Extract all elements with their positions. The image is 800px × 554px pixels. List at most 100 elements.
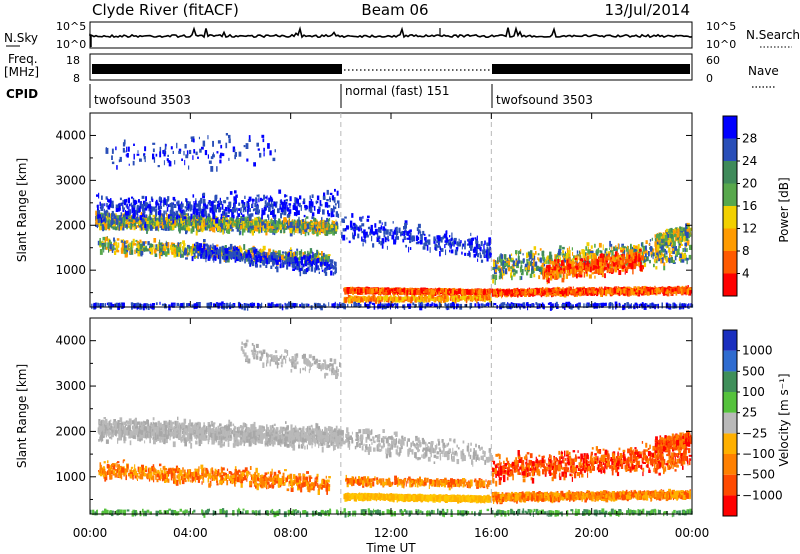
range-gate-cell: [329, 259, 332, 263]
range-gate-cell: [418, 296, 421, 300]
range-gate-cell: [114, 247, 116, 250]
range-gate-cell: [159, 151, 162, 158]
range-gate-cell: [131, 196, 134, 199]
range-gate-cell: [125, 154, 127, 157]
range-gate-cell: [319, 200, 322, 206]
range-gate-cell: [467, 296, 469, 300]
range-gate-cell: [381, 296, 383, 302]
range-gate-cell: [151, 206, 154, 212]
range-gate-cell: [213, 224, 215, 228]
range-gate-cell: [305, 218, 307, 223]
range-gate-cell: [311, 194, 314, 198]
range-gate-cell: [115, 146, 117, 151]
range-gate-cell: [242, 223, 245, 229]
range-gate-cell: [107, 198, 109, 202]
freq-tick-18: 18: [66, 54, 80, 67]
range-gate-cell: [270, 265, 273, 269]
range-gate-cell: [269, 228, 272, 233]
range-gate-cell: [128, 163, 130, 166]
range-gate-cell: [212, 227, 216, 232]
range-gate-cell: [322, 209, 325, 215]
range-gate-cell: [214, 195, 217, 202]
range-gate-cell: [307, 232, 310, 236]
range-gate-cell: [237, 213, 240, 217]
range-gate-cell: [226, 196, 229, 200]
range-gate-cell: [188, 165, 190, 170]
range-gate-cell: [197, 225, 200, 230]
range-gate-cell: [122, 147, 125, 153]
range-gate-cell: [215, 217, 219, 224]
range-gate-cell: [310, 266, 314, 272]
range-gate-cell: [167, 204, 170, 208]
range-gate-cell: [285, 221, 287, 225]
range-gate-cell: [248, 196, 252, 201]
range-gate-cell: [213, 205, 216, 210]
range-gate-cell: [168, 214, 170, 218]
range-gate-cell: [112, 245, 114, 250]
range-gate-cell: [256, 252, 258, 256]
range-gate-cell: [153, 244, 155, 250]
range-gate-cell: [164, 251, 168, 257]
range-gate-cell: [139, 215, 143, 221]
range-gate-cell: [258, 209, 260, 214]
range-gate-cell: [336, 190, 339, 196]
range-gate-cell: [315, 200, 318, 205]
range-gate-cell: [147, 217, 149, 221]
range-gate-cell: [228, 134, 231, 139]
range-gate-cell: [139, 225, 142, 231]
range-gate-cell: [126, 203, 128, 210]
range-gate-cell: [304, 223, 306, 230]
range-gate-cell: [289, 221, 293, 228]
range-gate-cell: [190, 213, 193, 220]
range-gate-cell: [165, 210, 167, 215]
range-gate-cell: [268, 197, 271, 203]
range-gate-cell: [203, 239, 206, 243]
range-gate-cell: [210, 156, 214, 160]
range-gate-cell: [304, 251, 307, 255]
cpid-strip: CPID twofsound 3503 normal (fast) 151 tw…: [6, 84, 593, 108]
range-gate-cell: [178, 215, 181, 219]
power-scatter-layer: [91, 133, 694, 311]
range-gate-cell: [382, 289, 384, 294]
range-gate-cell: [256, 216, 259, 220]
range-gate-cell: [266, 259, 268, 265]
range-gate-cell: [167, 248, 170, 254]
range-gate-cell: [319, 221, 321, 228]
range-gate-cell: [313, 205, 316, 211]
range-gate-cell: [262, 252, 265, 256]
range-gate-cell: [335, 219, 337, 222]
range-gate-cell: [251, 203, 253, 207]
range-gate-cell: [327, 202, 329, 208]
range-gate-cell: [162, 250, 165, 254]
range-gate-cell: [351, 289, 355, 292]
range-gate-cell: [251, 198, 255, 202]
range-gate-cell: [126, 216, 128, 220]
range-gate-cell: [132, 160, 135, 166]
range-gate-cell: [294, 220, 297, 224]
range-gate-cell: [237, 255, 240, 259]
range-gate-cell: [215, 255, 217, 261]
range-gate-cell: [458, 288, 461, 294]
range-gate-cell: [155, 212, 158, 217]
range-gate-cell: [155, 226, 158, 231]
range-gate-cell: [280, 212, 282, 219]
range-gate-cell: [145, 196, 147, 202]
range-gate-cell: [179, 219, 181, 224]
range-gate-cell: [223, 200, 227, 204]
range-gate-cell: [280, 259, 282, 266]
range-gate-cell: [241, 200, 244, 204]
range-gate-cell: [254, 225, 258, 229]
cpid-segment-3: twofsound 3503: [496, 93, 593, 107]
range-gate-cell: [140, 251, 143, 257]
range-gate-cell: [227, 228, 231, 234]
range-gate-cell: [385, 289, 387, 294]
range-gate-cell: [240, 215, 243, 221]
range-gate-cell: [249, 253, 252, 258]
range-gate-cell: [212, 220, 214, 225]
range-gate-cell: [97, 204, 99, 211]
range-gate-cell: [130, 249, 134, 255]
range-gate-cell: [120, 248, 124, 254]
range-gate-cell: [281, 202, 285, 207]
range-gate-cell: [150, 243, 154, 248]
